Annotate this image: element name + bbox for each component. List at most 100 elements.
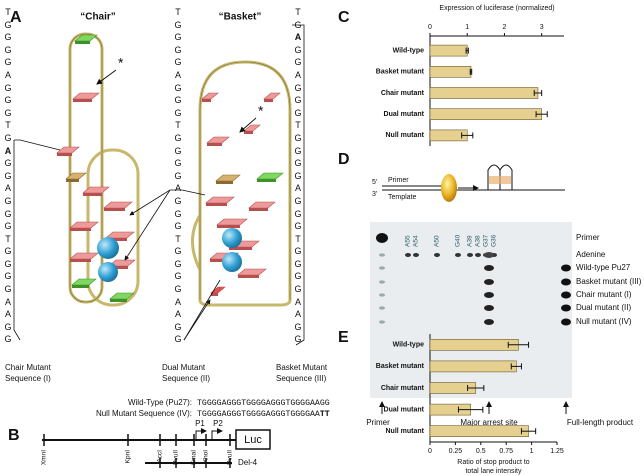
lane-label: A50 [434,235,441,247]
plate-side [70,228,91,231]
plate [215,174,241,182]
ion [97,237,119,259]
plate-side [211,293,218,296]
plate-side [104,208,125,211]
error-bar [469,68,473,75]
x-axis-label: total lane intensity [465,468,522,475]
restriction-map [42,428,271,468]
x-tick-label: 0 [428,448,432,455]
structure-title: “Chair” [80,12,116,23]
sequence-label: Sequence (I) [5,374,51,383]
lane-label: G37 [483,234,490,247]
error-bar [465,47,469,54]
band [561,291,571,299]
structure-title: “Basket” [219,12,262,23]
x-tick-label: 1 [530,448,534,455]
plate-side [206,203,227,206]
site-label: AccI [157,450,164,463]
sequence-part: GGAGGGTGGGGAAGG [4,158,12,345]
bar [429,66,472,78]
plate [248,201,276,209]
gel-label: Full-length product [567,418,634,427]
site-label: PvuII [173,450,180,465]
site-label: XhoI [203,450,210,464]
band [379,280,385,284]
band [484,279,494,285]
lane-label: G40 [455,234,462,247]
plate-side [249,208,268,211]
ion [222,228,242,248]
plate [201,92,219,100]
primer-label: Primer [388,177,409,184]
sequence-part: TGGGGAGGGTGGGGAGGGTGGGGAA [197,410,320,419]
plate-side [207,143,222,146]
panel-letter: D [338,151,350,168]
lane-label: G36 [491,234,498,247]
error-bar [535,111,548,118]
band [561,304,571,312]
template-label: Template [388,194,417,201]
sequence: TGGGGAGGGTGGGGAGGGTGGGGAAGG [197,399,330,408]
error-bar [461,132,474,139]
plate-side [72,285,89,288]
plate-side [257,179,276,182]
vertical-sequence: TGGGGAGGGTG A GGAGGGTGGGGAAGG [4,6,12,346]
plate-side [216,181,233,184]
strand-end: 5' [372,179,377,186]
deletion-label: Del-4 [238,458,258,467]
bar [429,360,517,373]
band [434,253,440,257]
sequence-part: GGAGGGTGGGGAGGGTGGGGAAGG [294,44,302,345]
category-label: Null mutant [386,132,425,139]
lane-label: A39 [467,235,474,247]
band [484,252,494,258]
strand-end: 3' [372,191,377,198]
plate-side [202,99,211,102]
plate [105,231,135,239]
lane-label: A38 [475,235,482,247]
band [484,292,494,298]
plate [206,136,230,144]
category-label: Basket mutant [376,69,425,76]
promoter-label: P2 [213,419,223,428]
category-label: Basket mutant [376,363,425,370]
plate-side [66,179,79,182]
plate [103,201,133,209]
gel-bands [376,233,571,326]
pointer [13,24,305,346]
sequence-part: TG [294,7,302,30]
error-bar [510,363,522,370]
sequence-mutation: A [4,145,12,156]
category-label: Chair mutant [381,385,425,392]
row-label: Basket mutant (III) [576,277,642,286]
x-tick-label: 2 [502,24,506,31]
lane-label: A55 [405,235,412,247]
plate-side [264,99,273,102]
plate-side [217,225,240,228]
ion [98,262,118,282]
error-bar [457,406,484,413]
panel-letter: B [8,427,20,444]
band [405,253,411,257]
arrow [239,117,257,133]
sequence-mutation: A [294,32,302,43]
plate [71,278,97,286]
band [455,253,461,257]
plate [216,218,248,226]
band [484,265,494,271]
x-tick-label: 0.75 [499,448,513,455]
plate-side [57,153,72,156]
error-bar [520,428,537,435]
bar [429,425,529,438]
primer-schematic [382,164,565,202]
x-tick-label: 0.5 [476,448,486,455]
plate [263,92,281,100]
panel-letter: C [338,9,350,26]
category-label: Dual mutant [384,111,425,118]
sequence-part: TGGGGAGGGTG [4,7,12,143]
row-label: Primer [576,233,600,242]
panel-letter: E [338,329,349,346]
plate-side [70,259,91,262]
sequence-label: Sequence (II) [162,374,210,383]
